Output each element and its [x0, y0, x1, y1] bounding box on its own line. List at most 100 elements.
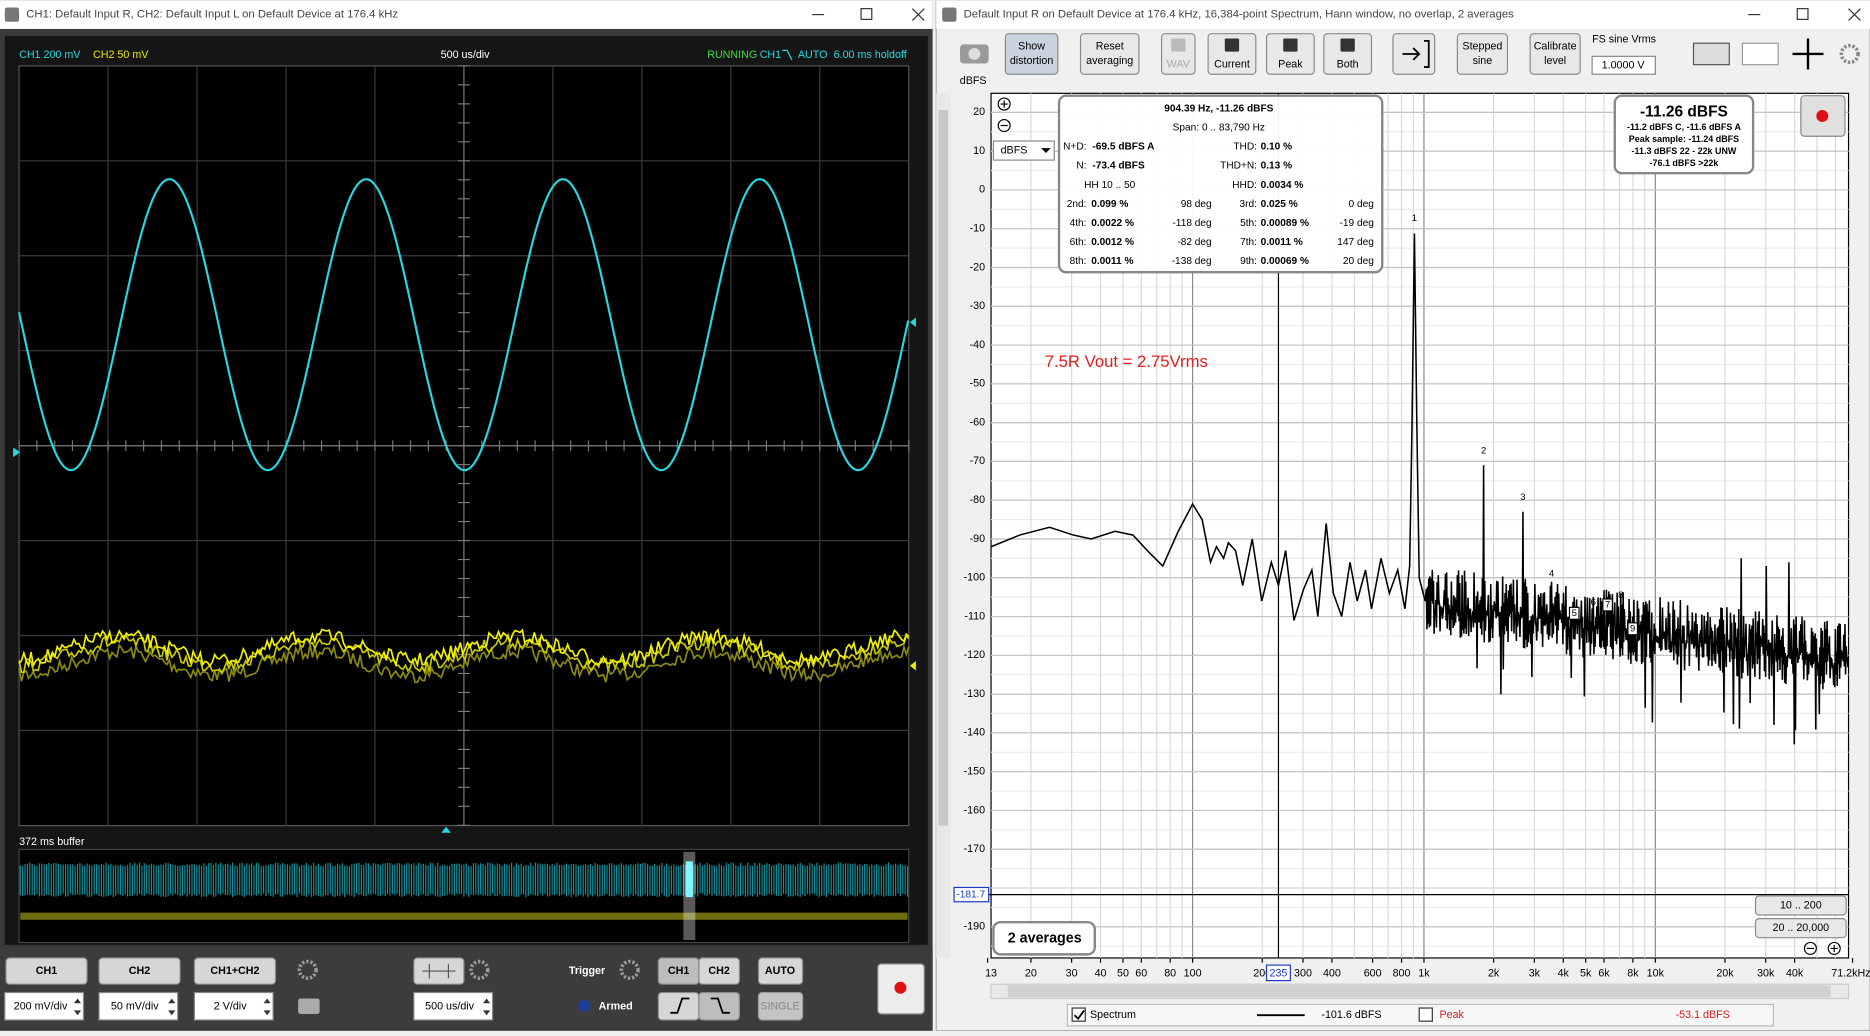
distortion-panel [1057, 94, 1384, 274]
buffer-label: 372 ms buffer [19, 836, 85, 848]
range-button[interactable] [1754, 918, 1847, 939]
stat-value: -69.5 dBFS A [1092, 142, 1155, 153]
x-tick-label: 50 [1117, 967, 1129, 979]
close-icon [1848, 8, 1861, 21]
stat-label: HHD: [1232, 180, 1257, 191]
marker-box [1602, 598, 1613, 612]
toolbar-button[interactable] [1529, 33, 1581, 75]
level-value: -11.26 dBFS [1640, 103, 1728, 120]
window-title: CH1: Default Input R, CH2: Default Input… [26, 9, 398, 21]
rising-edge[interactable] [657, 991, 700, 1021]
scale-spinner[interactable] [193, 991, 274, 1021]
y-tick-label: -110 [964, 610, 985, 622]
stat-label: HH 10 .. 50 [1084, 180, 1136, 191]
scale-spinner[interactable] [413, 991, 494, 1021]
harmonic-level: 0.00089 % [1261, 218, 1309, 229]
ch1-trace [18, 178, 910, 472]
maximize-icon[interactable] [1796, 8, 1809, 20]
spinner-value: 500 us/div [425, 1001, 475, 1013]
harmonic-level: 0.025 % [1261, 199, 1298, 210]
harmonic-phase: -82 deg [1177, 237, 1211, 248]
timebase: 500 us/div [441, 49, 491, 61]
panel-icon[interactable] [1741, 42, 1779, 66]
x-tick-label: 80 [1164, 967, 1176, 979]
fs-label: FS sine Vrms [1592, 33, 1656, 45]
ch2-trace [18, 632, 910, 675]
annotation: 7.5R Vout = 2.75Vrms [1045, 352, 1208, 371]
y-tick-label: -40 [970, 339, 986, 351]
spectrum-checkbox[interactable] [1071, 1007, 1086, 1022]
x-tick-label: 60 [1135, 967, 1147, 979]
scale-spinner[interactable] [98, 991, 179, 1021]
harmonic-phase: 98 deg [1181, 199, 1212, 210]
button-label: Stepped [1462, 41, 1502, 53]
toolbar-button[interactable] [1265, 33, 1315, 75]
settings-icon[interactable] [1839, 43, 1860, 65]
scale-spinner[interactable] [4, 991, 85, 1021]
falling-edge[interactable] [698, 991, 741, 1021]
y-tick-label: -90 [970, 533, 986, 545]
button-label: 10 .. 200 [1780, 899, 1822, 911]
harmonic-marker: 7 [1605, 599, 1610, 610]
toolbar-button[interactable] [1079, 33, 1140, 75]
harmonic-marker: 4 [1549, 568, 1555, 579]
layout-icon[interactable] [1692, 42, 1730, 66]
settings-icon[interactable] [297, 959, 318, 981]
marker-box [1568, 606, 1580, 620]
zoom-icon [1000, 100, 1008, 108]
camera-icon[interactable] [298, 998, 320, 1015]
fs-input[interactable] [1591, 55, 1656, 75]
single-button[interactable] [757, 991, 804, 1021]
title-bar [0, 0, 933, 29]
maximize-icon[interactable] [860, 8, 873, 20]
toolbar-button[interactable] [1207, 33, 1257, 75]
save-icon [1340, 38, 1355, 52]
x-tick-label: 2k [1488, 967, 1500, 979]
trigger-edge-icon [782, 49, 793, 61]
trigger-ch2[interactable] [698, 957, 741, 985]
buffer-ch1 [19, 862, 909, 898]
harmonic-level: 0.0011 % [1261, 237, 1303, 248]
button-label: CH1+CH2 [210, 965, 259, 977]
y-tick-label: 10 [973, 145, 985, 157]
cursor-y-box[interactable] [953, 886, 990, 903]
averages-label: 2 averages [1008, 931, 1082, 947]
ch2-trace [18, 643, 910, 684]
harmonic-phase: -138 deg [1172, 256, 1212, 267]
range-button[interactable] [1754, 895, 1847, 916]
channel-button[interactable] [98, 957, 181, 985]
harmonic-level: 0.0011 % [1091, 256, 1133, 267]
button-label: CH2 [129, 965, 150, 977]
channel-button[interactable] [5, 957, 88, 985]
button-label: Both [1337, 59, 1359, 71]
auto-button[interactable] [757, 957, 804, 985]
toolbar-button[interactable] [1323, 33, 1373, 75]
button-label: Reset [1096, 41, 1124, 53]
harmonic-marker: 9 [1630, 623, 1635, 634]
x-tick-label: 8k [1627, 967, 1639, 979]
stop-icon [894, 981, 907, 994]
y-tick-label: -150 [964, 765, 985, 777]
toolbar-button[interactable] [1160, 33, 1196, 75]
harmonic-phase: -118 deg [1172, 218, 1211, 229]
fs-value: 1.0000 V [1602, 60, 1646, 72]
cursor-x-box[interactable] [1265, 964, 1291, 982]
settings-icon[interactable] [619, 959, 640, 981]
button-label: distortion [1010, 55, 1054, 67]
trigger-channel: CH1 [760, 49, 781, 61]
spin-arrows [73, 998, 82, 1016]
peak-checkbox[interactable] [1418, 1007, 1433, 1022]
settings-icon[interactable] [469, 959, 490, 981]
button-label: Peak [1278, 59, 1303, 71]
import-icon [1402, 39, 1430, 68]
ch2-trace [18, 627, 910, 670]
scroll-thumb[interactable] [938, 110, 949, 826]
toolbar-button[interactable] [1004, 33, 1059, 75]
y-axis-label: dBFS [960, 75, 987, 87]
scroll-thumb[interactable] [1007, 985, 1831, 998]
unit-select[interactable] [992, 140, 1055, 161]
toolbar-button[interactable] [1456, 33, 1509, 75]
x-tick-label: 3k [1529, 967, 1541, 979]
channel-button[interactable] [193, 957, 277, 985]
